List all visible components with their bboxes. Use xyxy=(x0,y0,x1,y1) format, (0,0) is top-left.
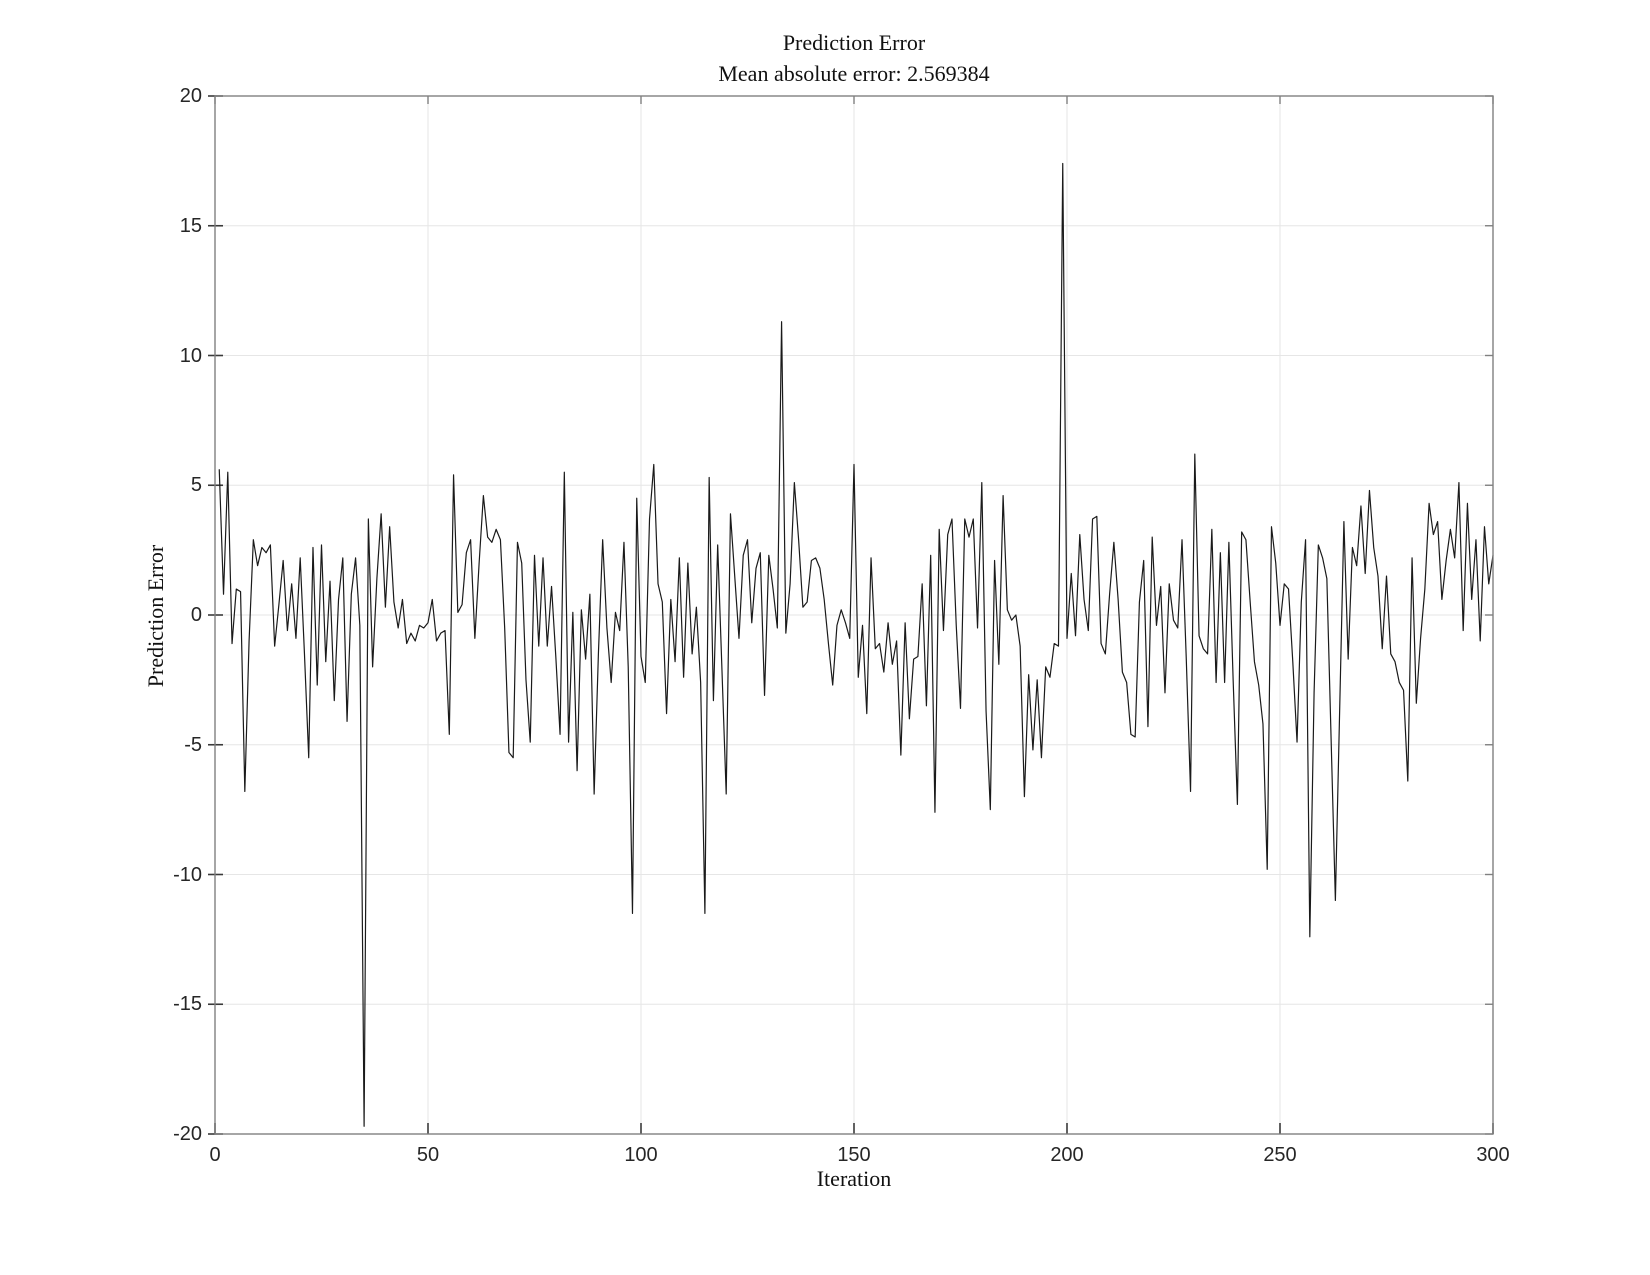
y-tick-label: -10 xyxy=(173,863,202,886)
x-tick-label: 200 xyxy=(1050,1144,1084,1166)
y-tick-label: 0 xyxy=(190,604,202,626)
y-tick-label: 20 xyxy=(179,85,202,107)
chart-title: Prediction Error xyxy=(782,30,926,55)
x-tick-label: 100 xyxy=(624,1144,658,1166)
y-tick-label: 5 xyxy=(190,474,202,497)
y-tick-label: 15 xyxy=(179,214,202,237)
y-tick-label: -5 xyxy=(184,733,202,756)
x-tick-label: 250 xyxy=(1263,1144,1297,1166)
chart-subtitle: Mean absolute error: 2.569384 xyxy=(718,61,990,86)
axes-box xyxy=(214,95,1494,1135)
x-axis-label: Iteration xyxy=(816,1166,892,1191)
y-tick-label: -15 xyxy=(173,993,202,1016)
y-tick-label: -20 xyxy=(173,1123,202,1145)
x-tick-label: 50 xyxy=(416,1144,440,1166)
prediction-error-line xyxy=(218,162,1494,1127)
x-tick-label: 300 xyxy=(1476,1144,1510,1166)
x-tick-label: 0 xyxy=(209,1144,221,1166)
x-tick-label: 150 xyxy=(837,1144,871,1166)
y-tick-label: 10 xyxy=(179,344,202,367)
